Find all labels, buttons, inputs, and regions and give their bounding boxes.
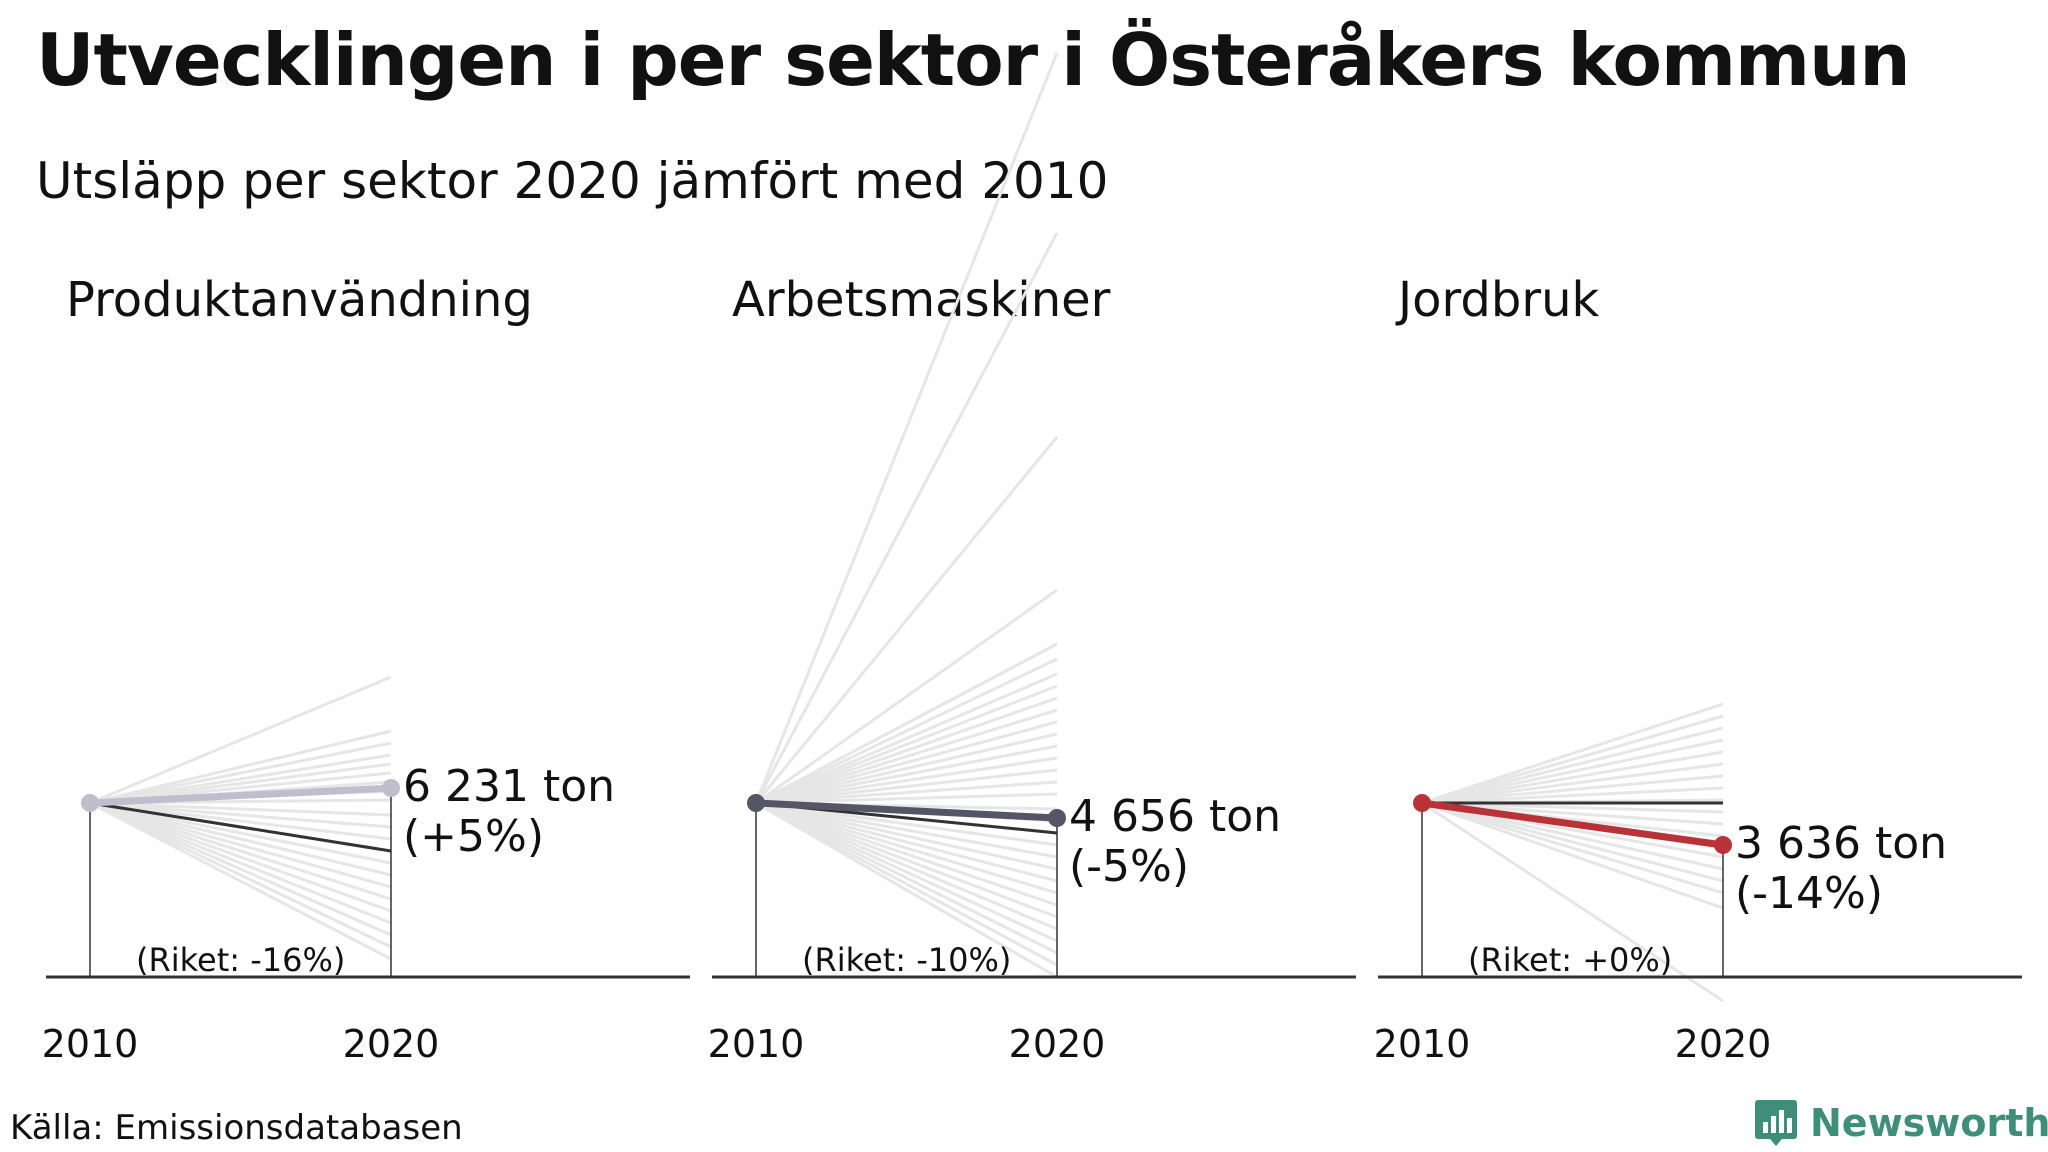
highlight-line [752, 799, 1061, 822]
background-line [755, 756, 1058, 805]
value-label: 6 231 ton [403, 761, 615, 812]
newsworthy-logo-icon [1755, 1100, 1797, 1146]
background-line [755, 720, 1058, 805]
background-line [89, 801, 392, 901]
background-line [755, 801, 1058, 943]
background-line [89, 801, 392, 961]
background-line [755, 744, 1058, 805]
background-line [1421, 801, 1724, 910]
newsworthy-logo: Newsworthy [1754, 1098, 2048, 1148]
background-line [89, 675, 392, 805]
background-line [755, 801, 1058, 955]
panel-title: Arbetsmaskiner [732, 272, 1111, 328]
background-line [755, 672, 1058, 805]
background-line [89, 801, 392, 937]
background-line [755, 801, 1058, 967]
chart-subtitle: Utsläpp per sektor 2020 jämfört med 2010 [36, 152, 1109, 210]
background-line [755, 801, 1058, 859]
change-label: (-14%) [1735, 868, 1883, 919]
highlight-start-point [81, 794, 99, 812]
background-line [755, 801, 1058, 919]
x-tick-label-2010: 2010 [708, 1022, 805, 1066]
small-multiples-chart: Produktanvändning 6 231 ton (+5%) (Riket… [42, 52, 2022, 1066]
background-line [755, 696, 1058, 805]
background-line [89, 801, 392, 817]
panel-produktanvandning: Produktanvändning 6 231 ton (+5%) (Riket… [42, 272, 690, 1066]
background-lines [89, 675, 392, 961]
change-label: (+5%) [403, 811, 544, 862]
background-line [1421, 801, 1724, 883]
background-line [1421, 702, 1724, 805]
background-line [89, 801, 392, 829]
highlight-line [1418, 799, 1727, 849]
x-tick-label-2020: 2020 [343, 1022, 440, 1066]
background-line [1421, 714, 1724, 805]
highlight-line [86, 784, 395, 807]
highlight-start-point [1413, 794, 1431, 812]
change-label: (-5%) [1069, 841, 1189, 892]
background-line [1421, 726, 1724, 805]
background-line [755, 801, 1058, 871]
highlight-end-point [1048, 809, 1066, 827]
riket-label: (Riket: +0%) [1468, 941, 1672, 979]
background-line [89, 801, 392, 949]
background-line [755, 792, 1058, 805]
x-tick-label-2010: 2010 [42, 1022, 139, 1066]
background-line [89, 729, 392, 805]
panel-jordbruk: Jordbruk 3 636 ton (-14%) (Riket: +0%) 2… [1374, 272, 2022, 1066]
background-line [1421, 738, 1724, 805]
background-line [754, 436, 1059, 804]
chart-title: Utvecklingen i per sektor i Österåkers k… [36, 18, 1911, 102]
panel-title: Produktanvändning [66, 272, 533, 328]
background-line [1421, 750, 1724, 805]
background-line [89, 801, 392, 865]
panel-title: Jordbruk [1395, 272, 1600, 328]
background-line [755, 780, 1058, 805]
background-line [755, 801, 1058, 895]
x-tick-label-2020: 2020 [1009, 1022, 1106, 1066]
background-lines [754, 52, 1059, 979]
background-line [89, 801, 392, 913]
background-line [1421, 762, 1724, 805]
highlight-start-point [747, 794, 765, 812]
background-line [755, 708, 1058, 805]
background-line [755, 588, 1058, 805]
background-line [755, 801, 1058, 847]
newsworthy-logo-text: Newsworthy [1810, 1101, 2048, 1145]
background-line [1421, 786, 1724, 805]
riket-label: (Riket: -10%) [802, 941, 1011, 979]
background-line [89, 801, 392, 925]
highlight-end-point [1714, 836, 1732, 854]
background-line [755, 642, 1058, 805]
source-note: Källa: Emissionsdatabasen [10, 1108, 463, 1148]
riket-label: (Riket: -16%) [136, 941, 345, 979]
background-line [755, 801, 1058, 883]
background-line [1421, 774, 1724, 805]
x-tick-label-2020: 2020 [1675, 1022, 1772, 1066]
background-line [755, 657, 1058, 805]
background-line [755, 684, 1058, 805]
background-line [1421, 801, 1724, 895]
background-line [755, 768, 1058, 805]
background-line [1421, 801, 1724, 1003]
background-line [89, 801, 392, 877]
background-line [754, 52, 1059, 804]
highlight-end-point [382, 779, 400, 797]
x-tick-label-2010: 2010 [1374, 1022, 1471, 1066]
background-line [754, 232, 1059, 804]
background-line [89, 741, 392, 805]
background-line [755, 732, 1058, 805]
value-label: 4 656 ton [1069, 791, 1281, 842]
background-line [89, 801, 392, 841]
panel-arbetsmaskiner: Arbetsmaskiner 4 656 ton (-5%) (Riket: -… [708, 52, 1356, 1066]
background-line [755, 801, 1058, 979]
background-line [89, 801, 392, 889]
riket-line [89, 801, 392, 853]
background-line [1421, 801, 1724, 871]
background-line [755, 801, 1058, 931]
background-line [755, 801, 1058, 907]
value-label: 3 636 ton [1735, 818, 1947, 869]
